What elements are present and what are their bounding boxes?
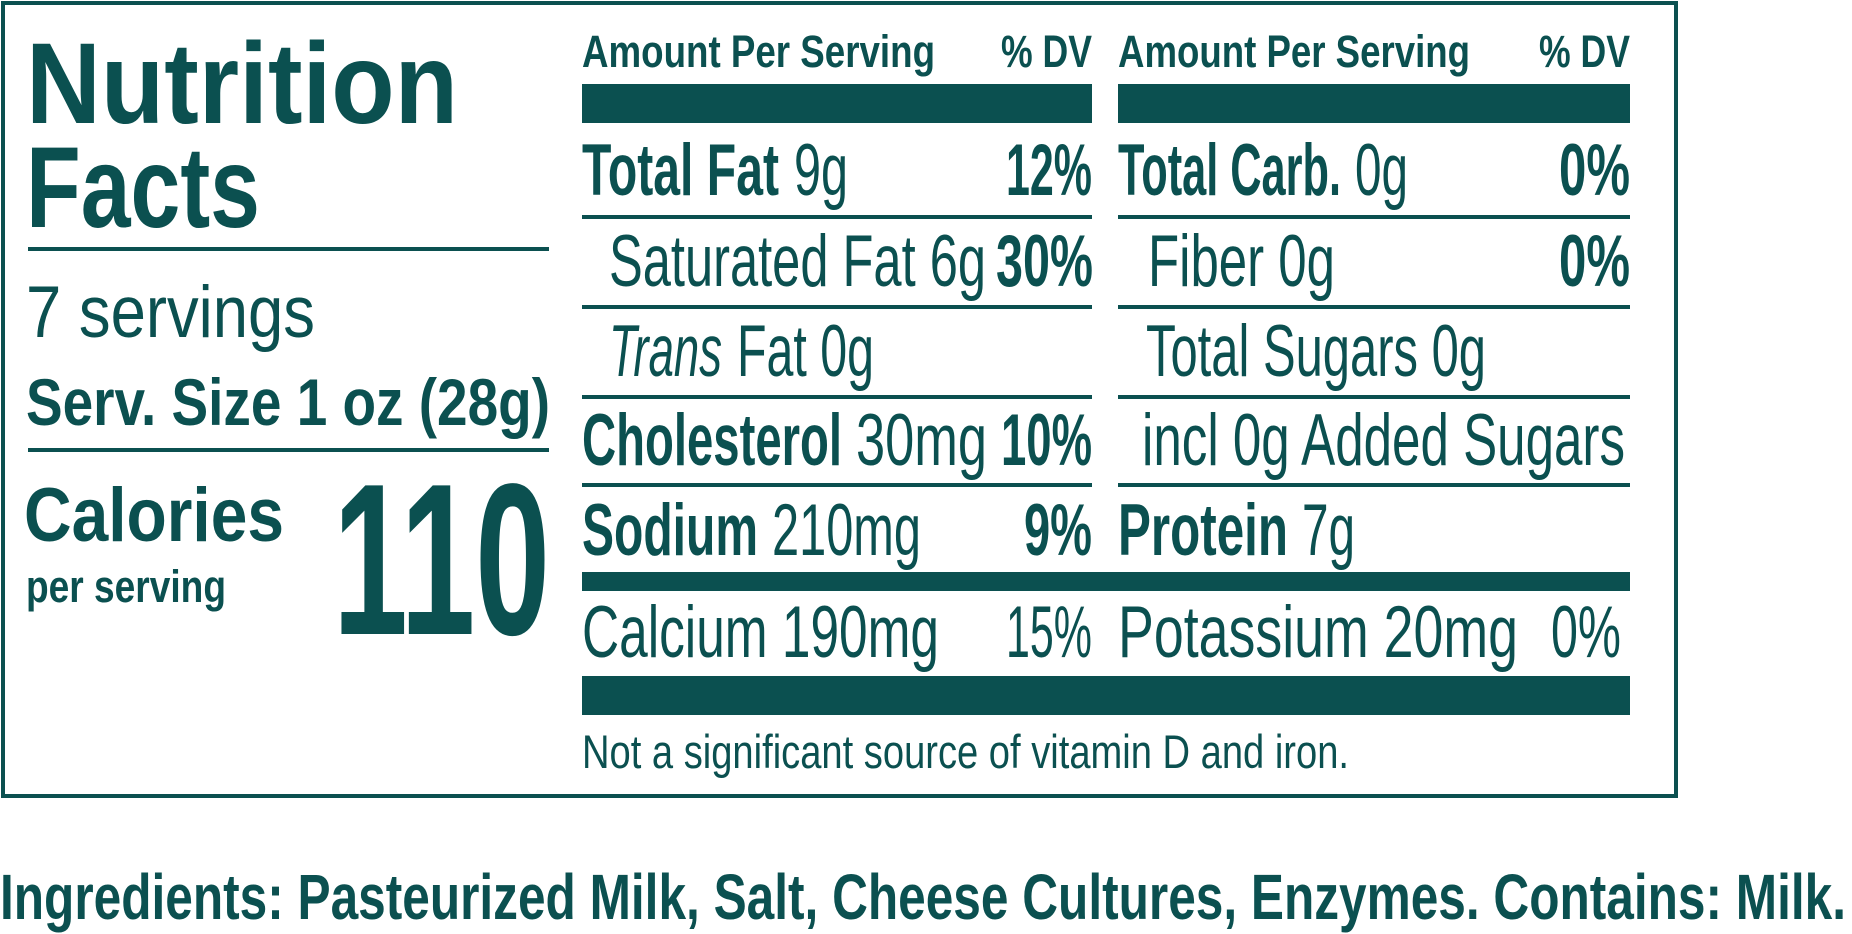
daily-value: 0% [1559, 221, 1630, 302]
daily-value: 10% [1001, 400, 1092, 481]
daily-value: 15% [1006, 592, 1092, 673]
thick-bar [582, 84, 1092, 123]
nutrient-amount: 210mg [772, 490, 921, 571]
daily-value: 0% [1559, 130, 1630, 211]
nutrient-amount: Fat 0g [737, 311, 874, 392]
servings: 7 servings [26, 272, 315, 353]
nutrient-name: Total Carb. [1118, 130, 1341, 211]
divider [582, 483, 1092, 487]
nutrient-name: Total Sugars 0g [1146, 311, 1486, 392]
divider [582, 395, 1092, 399]
divider [1118, 483, 1630, 487]
thick-bar [1118, 84, 1630, 123]
column-header: Amount Per Serving [582, 26, 935, 77]
divider [1118, 395, 1630, 399]
serving-size: Serv. Size 1 oz (28g) [26, 365, 550, 439]
label-border [1, 1, 1678, 798]
nutrient-amount: 0g [1355, 130, 1408, 211]
thick-bar [582, 572, 1630, 591]
title: Nutrition [26, 20, 458, 148]
nutrient-name: Trans [609, 311, 722, 392]
title: Facts [26, 124, 260, 252]
nutrient-name: Sodium [582, 490, 758, 571]
nutrient-name: incl 0g Added Sugars [1142, 400, 1625, 481]
divider [28, 247, 549, 251]
column-header: % DV [1001, 26, 1092, 77]
calories-value: 110 [333, 438, 550, 680]
footnote: Not a significant source of vitamin D an… [582, 725, 1349, 778]
calories-sublabel: per serving [26, 561, 226, 612]
daily-value: 0% [1551, 592, 1621, 673]
daily-value: 12% [1006, 130, 1092, 211]
mineral-name: Potassium 20mg [1118, 592, 1518, 673]
divider [1118, 215, 1630, 219]
nutrient-amount: 30mg [856, 400, 987, 481]
daily-value: 9% [1024, 490, 1092, 571]
divider [582, 215, 1092, 219]
divider [28, 448, 549, 452]
thick-bar [582, 676, 1630, 715]
nutrient-name: Protein [1118, 490, 1288, 571]
mineral-name: Calcium 190mg [582, 592, 939, 673]
divider [582, 305, 1092, 309]
nutrient-amount: 7g [1302, 490, 1355, 571]
nutrient-name: Saturated Fat 6g [609, 221, 986, 302]
column-header: Amount Per Serving [1118, 26, 1470, 77]
nutrient-name: Total Fat [582, 130, 779, 211]
calories-label: Calories [24, 473, 284, 558]
divider [1118, 305, 1630, 309]
column-header: % DV [1539, 26, 1630, 77]
nutrient-name: Cholesterol [582, 400, 842, 481]
daily-value: 30% [996, 221, 1093, 302]
ingredients: Ingredients: Pasteurized Milk, Salt, Che… [0, 861, 1846, 933]
nutrient-amount: 9g [794, 130, 848, 211]
nutrient-name: Fiber 0g [1148, 221, 1335, 302]
